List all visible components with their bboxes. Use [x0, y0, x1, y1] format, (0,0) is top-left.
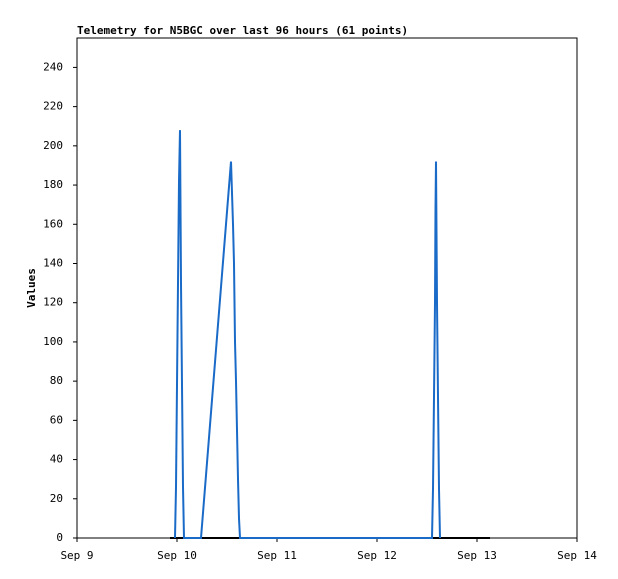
y-tick-label: 200	[43, 139, 63, 152]
plot-frame	[76, 37, 578, 539]
y-tick-label: 160	[43, 217, 63, 230]
y-tick-label: 240	[43, 60, 63, 73]
x-tick-label: Sep 9	[60, 549, 93, 562]
y-tick-label: 60	[50, 413, 63, 426]
y-tick-label: 40	[50, 453, 63, 466]
y-tick-label: 80	[50, 374, 63, 387]
x-tick-label: Sep 10	[157, 549, 197, 562]
data-line	[174, 130, 441, 539]
y-tick-label: 220	[43, 100, 63, 113]
y-tick-label: 140	[43, 256, 63, 269]
x-tick-label: Sep 14	[557, 549, 597, 562]
chart-title: Telemetry for N5BGC over last 96 hours (…	[77, 24, 408, 37]
x-tick-label: Sep 11	[257, 549, 297, 562]
x-tick-label: Sep 12	[357, 549, 397, 562]
y-tick-label: 120	[43, 296, 63, 309]
y-tick-label: 100	[43, 335, 63, 348]
y-tick-label: 20	[50, 492, 63, 505]
y-tick-label: 0	[56, 531, 63, 544]
y-tick-label: 180	[43, 178, 63, 191]
x-tick-label: Sep 13	[457, 549, 497, 562]
y-axis-label: Values	[25, 268, 38, 308]
